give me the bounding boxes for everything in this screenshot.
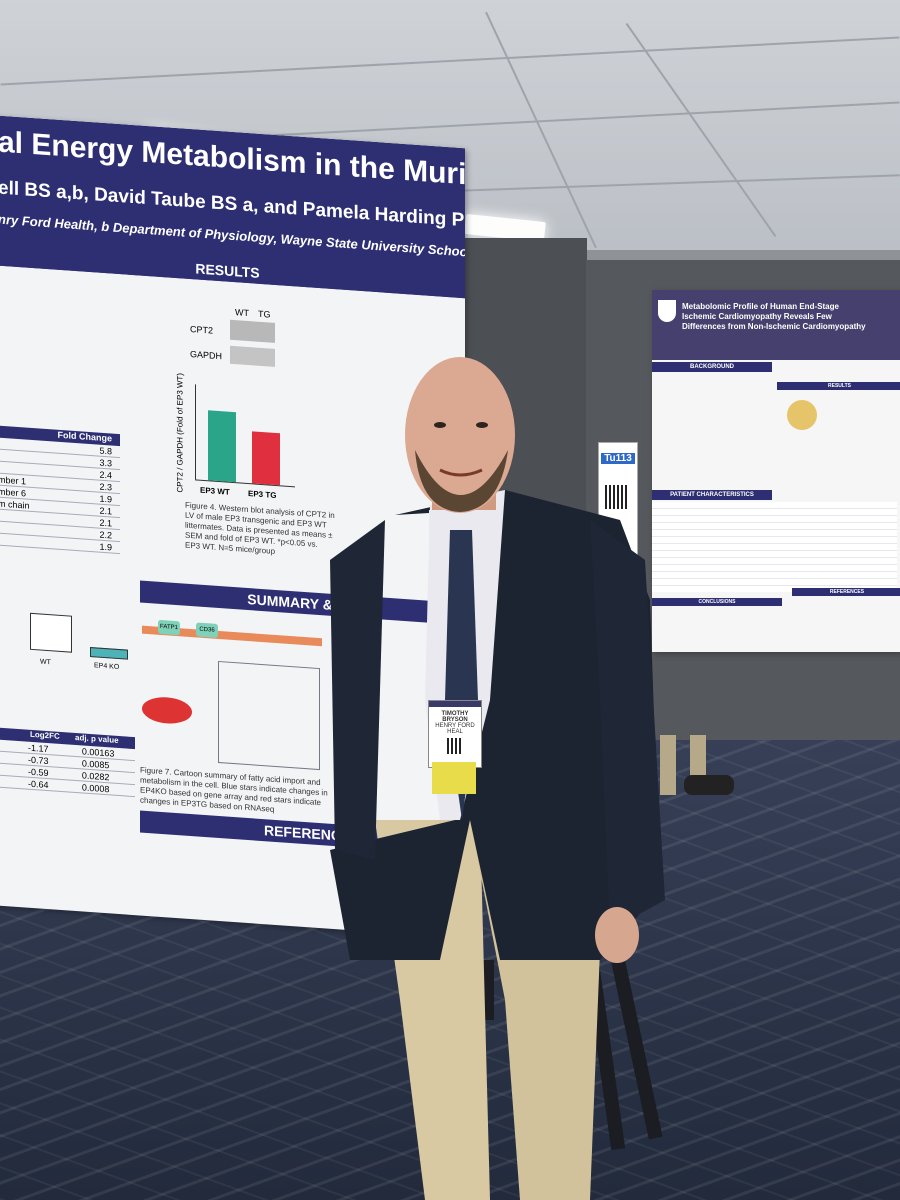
name-badge: TIMOTHY BRYSON HENRY FORD HEAL — [428, 700, 482, 768]
conclusions-header: CONCLUSIONS — [652, 598, 782, 606]
badge-first-name: TIMOTHY — [441, 711, 469, 717]
patient-table — [652, 502, 897, 592]
background-header: BACKGROUND — [652, 362, 772, 372]
qr-code-icon — [447, 738, 463, 754]
references-header: REFERENCES — [792, 588, 900, 596]
passerby-leg — [690, 735, 706, 785]
passerby-leg — [660, 735, 676, 795]
poster-title-banner: Metabolomic Profile of Human End-Stage I… — [652, 290, 900, 360]
university-shield-icon — [658, 300, 676, 322]
poster-title: Metabolomic Profile of Human End-Stage I… — [682, 302, 866, 331]
chart-thumbnail — [787, 400, 817, 430]
badge-last-name: BRYSON — [442, 717, 468, 723]
research-poster-right: Metabolomic Profile of Human End-Stage I… — [652, 290, 900, 652]
board-number: Tu113 — [601, 453, 635, 464]
patient-characteristics-header: PATIENT CHARACTERISTICS — [652, 490, 772, 500]
badge-organization: HENRY FORD HEAL — [435, 723, 475, 735]
shoe — [684, 775, 734, 795]
results-header: RESULTS — [777, 382, 900, 390]
qr-code-icon — [605, 485, 629, 509]
badge-ribbon — [432, 762, 476, 794]
